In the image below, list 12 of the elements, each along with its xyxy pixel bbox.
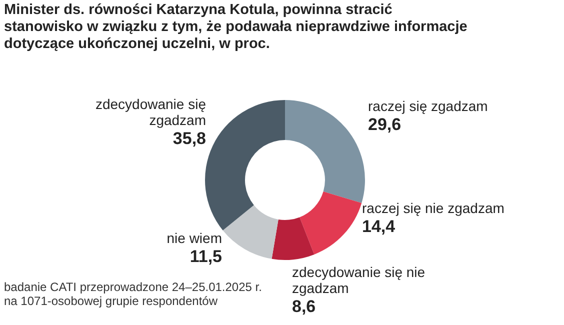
chart-title: Minister ds. równości Katarzyna Kotula, powinna stracić stanowisko w związku z tym, że podawała nieprawdziwe informacje dotyczące ukończonej uczelni, w proc. <box>4 2 468 53</box>
data-label: 11,5 <box>188 246 222 267</box>
data-label: 29,6 <box>368 114 402 135</box>
data-label: 8,6 <box>292 296 317 317</box>
slice-label: raczej się nie zgadzam <box>362 200 506 216</box>
slice-label: nie wiem <box>166 230 222 246</box>
slice-label: raczej się zgadzam <box>368 98 489 114</box>
text: badanie CATI przeprowadzone 24–25.01.2025 r. na 1071-osobowej grupie respondentów <box>4 280 263 308</box>
slice-label: zdecydowanie się nie zgadzam <box>292 264 426 296</box>
slice-label: zdecydowanie się zgadzam <box>94 96 206 128</box>
data-label: 35,8 <box>172 128 206 149</box>
data-label: 14,4 <box>362 216 396 237</box>
